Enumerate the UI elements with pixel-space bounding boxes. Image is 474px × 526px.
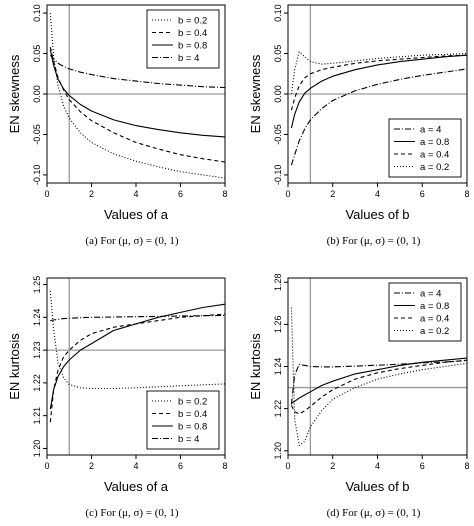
legend-label: b = 0.2	[178, 397, 207, 408]
series-line-1	[49, 13, 226, 179]
y-tick-label: 1.25	[32, 276, 42, 294]
series-line-4	[50, 314, 226, 322]
legend-label: a = 0.2	[420, 326, 449, 337]
y-tick-label: 1.24	[32, 309, 42, 327]
x-tick-label: 6	[420, 461, 425, 471]
legend-box	[388, 118, 462, 178]
y-tick-label: 1.28	[273, 273, 283, 291]
x-tick-label: 8	[222, 461, 227, 471]
series-line-2	[291, 357, 468, 404]
y-tick-label: 1.22	[273, 400, 283, 418]
legend-label: b = 0.8	[178, 422, 207, 433]
x-axis-label: Values of b	[345, 479, 409, 494]
y-tick-label: -0.10	[273, 165, 283, 186]
panel-caption: (c) For (μ, σ) = (0, 1)	[85, 507, 179, 519]
y-tick-label: 0.10	[32, 4, 42, 22]
x-tick-label: 6	[420, 189, 425, 199]
x-tick-label: 8	[464, 189, 469, 199]
x-tick-label: 4	[375, 461, 380, 471]
series-line-1	[290, 360, 468, 405]
x-axis-label: Values of b	[345, 207, 409, 222]
panel-caption: (a) For (μ, σ) = (0, 1)	[85, 235, 179, 247]
y-tick-label: 1.20	[273, 442, 283, 460]
x-tick-label: 2	[330, 189, 335, 199]
x-tick-label: 6	[178, 461, 183, 471]
legend-box	[388, 282, 462, 342]
series-line-4	[49, 54, 226, 89]
y-tick-label: 0.05	[273, 45, 283, 63]
y-tick-label: 1.21	[32, 407, 42, 425]
series-line-2	[290, 54, 468, 129]
series-line-3	[49, 303, 226, 410]
x-axis-label: Values of a	[104, 207, 169, 222]
legend-label: b = 4	[178, 434, 199, 445]
y-tick-label: -0.05	[32, 124, 42, 145]
x-tick-label: 4	[375, 189, 380, 199]
x-tick-label: 2	[89, 461, 94, 471]
x-tick-label: 0	[44, 189, 49, 199]
y-axis-label: EN kurtosis	[7, 333, 22, 400]
legend: b = 0.2b = 0.4 b = 0.8b = 4	[146, 390, 220, 450]
y-tick-label: 1.22	[32, 374, 42, 392]
series-line-3	[49, 49, 226, 138]
legend-label: b = 0.2	[178, 16, 207, 27]
legend: b = 0.2b = 0.4 b = 0.8b = 4	[146, 9, 220, 69]
x-tick-label: 8	[464, 461, 469, 471]
x-tick-label: 2	[89, 189, 94, 199]
x-tick-label: 2	[330, 461, 335, 471]
panel-d: 0 2 4 6 8 1.20 1.22 1.24 1.26 1.28 EN kurtosis Valu…	[248, 273, 470, 519]
legend-label: b = 0.4	[178, 28, 207, 39]
y-tick-label: 0.00	[32, 85, 42, 103]
panel-caption: (d) For (μ, σ) = (0, 1)	[327, 507, 421, 519]
x-axis-label: Values of a	[104, 479, 169, 494]
y-axis-label: EN skewness	[248, 54, 263, 133]
x-tick-label: 4	[133, 189, 138, 199]
y-tick-label: 0.10	[273, 4, 283, 22]
x-tick-label: 6	[178, 189, 183, 199]
y-tick-label: 1.20	[32, 440, 42, 458]
legend-label: a = 4	[420, 289, 441, 300]
legend-label: b = 0.4	[178, 409, 207, 420]
panel-a: 0 2 4 6 8 -0.10 -0.05 0.00 0.05 0.10 EN skewness Va…	[7, 4, 228, 247]
y-tick-label: 1.23	[32, 341, 42, 359]
series-line-3	[290, 54, 468, 111]
legend-label: a = 0.8	[420, 137, 449, 148]
y-tick-label: -0.10	[32, 165, 42, 186]
panel-b: 0 2 4 6 8 -0.10 -0.05 0.00 0.05 0.10 EN skewness Va…	[248, 4, 470, 247]
legend-label: b = 4	[178, 53, 199, 64]
legend-label: a = 0.4	[420, 150, 449, 161]
legend-label: a = 4	[420, 125, 441, 136]
legend-label: b = 0.8	[178, 41, 207, 52]
legend-label: a = 0.2	[420, 162, 449, 173]
y-axis-label: EN kurtosis	[248, 333, 263, 400]
legend: a = 4a = 0.8 a = 0.4a = 0.2	[388, 282, 462, 342]
legend: a = 4a = 0.8 a = 0.4a = 0.2	[388, 118, 462, 178]
y-tick-label: 1.24	[273, 358, 283, 376]
x-tick-label: 0	[285, 189, 290, 199]
y-tick-label: 1.26	[273, 316, 283, 334]
x-tick-label: 0	[285, 461, 290, 471]
series-line-4	[290, 51, 468, 95]
panel-caption: (b) For (μ, σ) = (0, 1)	[327, 235, 421, 247]
y-tick-label: 0.00	[273, 85, 283, 103]
x-tick-label: 4	[133, 461, 138, 471]
series-line-1	[290, 68, 468, 166]
legend-label: a = 0.4	[420, 314, 449, 325]
x-tick-label: 8	[222, 189, 227, 199]
panel-c: 0 2 4 6 8 1.20 1.21 1.22 1.23 1.24 1.25 EN kurtosis…	[7, 276, 228, 519]
y-axis-label: EN skewness	[7, 54, 22, 133]
y-tick-label: -0.05	[273, 124, 283, 145]
x-tick-label: 0	[44, 461, 49, 471]
series-line-4	[290, 307, 468, 447]
series-line-1	[49, 291, 226, 390]
legend-label: a = 0.8	[420, 301, 449, 312]
y-tick-label: 0.05	[32, 45, 42, 63]
